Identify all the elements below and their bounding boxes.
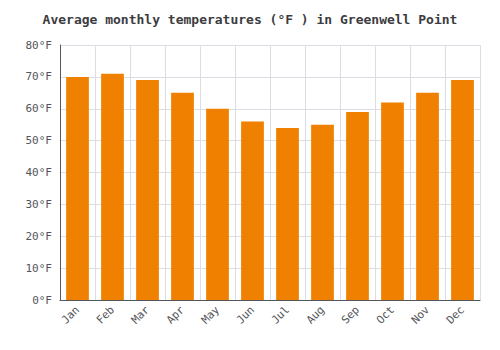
- svg-text:Feb: Feb: [94, 303, 117, 326]
- svg-text:Aug: Aug: [304, 303, 327, 326]
- svg-text:10°F: 10°F: [26, 262, 53, 275]
- svg-text:60°F: 60°F: [26, 102, 53, 115]
- svg-text:30°F: 30°F: [26, 198, 53, 211]
- svg-text:40°F: 40°F: [26, 166, 53, 179]
- svg-text:80°F: 80°F: [26, 39, 53, 52]
- svg-text:Apr: Apr: [164, 303, 187, 326]
- svg-text:20°F: 20°F: [26, 230, 53, 243]
- svg-text:Jan: Jan: [59, 303, 82, 326]
- svg-text:Average monthly temperatures (: Average monthly temperatures (°F ) in Gr…: [43, 12, 458, 27]
- svg-text:Jun: Jun: [234, 303, 257, 326]
- svg-text:Nov: Nov: [409, 303, 432, 326]
- svg-text:Dec: Dec: [444, 303, 467, 326]
- svg-text:50°F: 50°F: [26, 134, 53, 147]
- svg-text:Oct: Oct: [374, 303, 397, 326]
- svg-text:May: May: [199, 303, 222, 326]
- svg-text:Sep: Sep: [339, 303, 362, 326]
- svg-text:Jul: Jul: [269, 303, 292, 326]
- svg-text:Mar: Mar: [129, 303, 152, 326]
- svg-text:0°F: 0°F: [32, 294, 52, 307]
- svg-text:70°F: 70°F: [26, 70, 53, 83]
